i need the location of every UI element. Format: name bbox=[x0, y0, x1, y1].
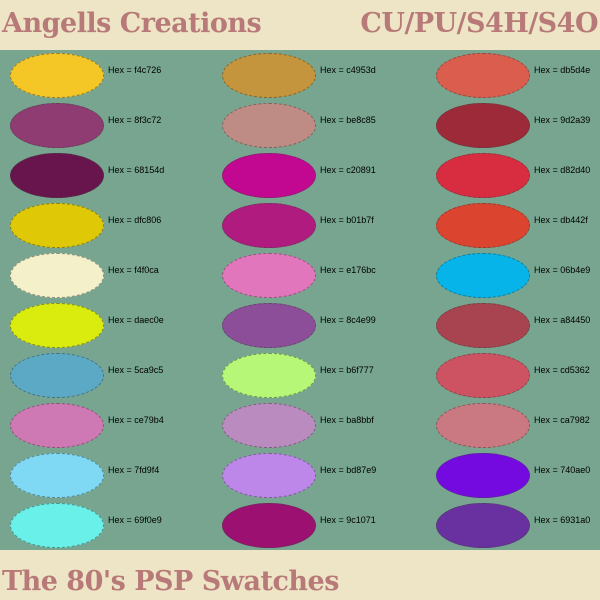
hex-label: Hex = 7fd9f4 bbox=[108, 465, 160, 475]
color-swatch bbox=[10, 203, 104, 248]
color-swatch bbox=[436, 303, 530, 348]
swatch-panel: Hex = f4c726 Hex = 8f3c72 Hex = 68154d Hex … bbox=[0, 50, 600, 550]
color-swatch bbox=[436, 253, 530, 298]
color-swatch bbox=[10, 53, 104, 98]
footer-title: The 80's PSP Swatches bbox=[2, 566, 339, 597]
hex-label: Hex = db442f bbox=[534, 215, 588, 225]
color-swatch bbox=[436, 403, 530, 448]
color-swatch bbox=[222, 303, 316, 348]
color-swatch bbox=[436, 353, 530, 398]
hex-label: Hex = f4f0ca bbox=[108, 265, 159, 275]
hex-label: Hex = 8c4e99 bbox=[320, 315, 376, 325]
color-swatch bbox=[10, 253, 104, 298]
hex-label: Hex = ba8bbf bbox=[320, 415, 374, 425]
hex-label: Hex = be8c85 bbox=[320, 115, 376, 125]
hex-label: Hex = c20891 bbox=[320, 165, 376, 175]
color-swatch bbox=[222, 503, 316, 548]
hex-label: Hex = ca7982 bbox=[534, 415, 590, 425]
hex-label: Hex = 740ae0 bbox=[534, 465, 591, 475]
color-swatch bbox=[436, 103, 530, 148]
color-swatch bbox=[10, 403, 104, 448]
hex-label: Hex = 69f0e9 bbox=[108, 515, 162, 525]
color-swatch bbox=[222, 353, 316, 398]
hex-label: Hex = c4953d bbox=[320, 65, 376, 75]
color-swatch bbox=[10, 453, 104, 498]
color-swatch bbox=[222, 53, 316, 98]
usage-terms-title: CU/PU/S4H/S4O bbox=[360, 8, 598, 39]
hex-label: Hex = b6f777 bbox=[320, 365, 374, 375]
hex-label: Hex = daec0e bbox=[108, 315, 164, 325]
hex-label: Hex = d82d40 bbox=[534, 165, 591, 175]
color-swatch bbox=[10, 153, 104, 198]
hex-label: Hex = dfc806 bbox=[108, 215, 162, 225]
color-swatch bbox=[222, 203, 316, 248]
color-swatch bbox=[222, 453, 316, 498]
hex-label: Hex = a84450 bbox=[534, 315, 591, 325]
color-swatch bbox=[436, 203, 530, 248]
color-swatch bbox=[10, 503, 104, 548]
color-swatch bbox=[222, 403, 316, 448]
footer-band: The 80's PSP Swatches bbox=[0, 550, 600, 600]
hex-label: Hex = 9d2a39 bbox=[534, 115, 591, 125]
hex-label: Hex = bd87e9 bbox=[320, 465, 377, 475]
hex-label: Hex = b01b7f bbox=[320, 215, 374, 225]
hex-label: Hex = 9c1071 bbox=[320, 515, 376, 525]
color-swatch bbox=[436, 503, 530, 548]
color-swatch bbox=[10, 353, 104, 398]
hex-label: Hex = cd5362 bbox=[534, 365, 590, 375]
color-swatch bbox=[10, 303, 104, 348]
header-band: Angells Creations CU/PU/S4H/S4O bbox=[0, 0, 600, 50]
color-swatch bbox=[436, 453, 530, 498]
color-swatch bbox=[436, 53, 530, 98]
brand-title: Angells Creations bbox=[2, 8, 262, 39]
hex-label: Hex = 06b4e9 bbox=[534, 265, 591, 275]
hex-label: Hex = 8f3c72 bbox=[108, 115, 162, 125]
color-swatch bbox=[222, 253, 316, 298]
hex-label: Hex = e176bc bbox=[320, 265, 376, 275]
hex-label: Hex = f4c726 bbox=[108, 65, 162, 75]
color-swatch bbox=[10, 103, 104, 148]
hex-label: Hex = 68154d bbox=[108, 165, 165, 175]
color-swatch bbox=[222, 103, 316, 148]
color-swatch bbox=[222, 153, 316, 198]
hex-label: Hex = db5d4e bbox=[534, 65, 591, 75]
hex-label: Hex = 5ca9c5 bbox=[108, 365, 164, 375]
hex-label: Hex = ce79b4 bbox=[108, 415, 164, 425]
color-swatch bbox=[436, 153, 530, 198]
hex-label: Hex = 6931a0 bbox=[534, 515, 591, 525]
